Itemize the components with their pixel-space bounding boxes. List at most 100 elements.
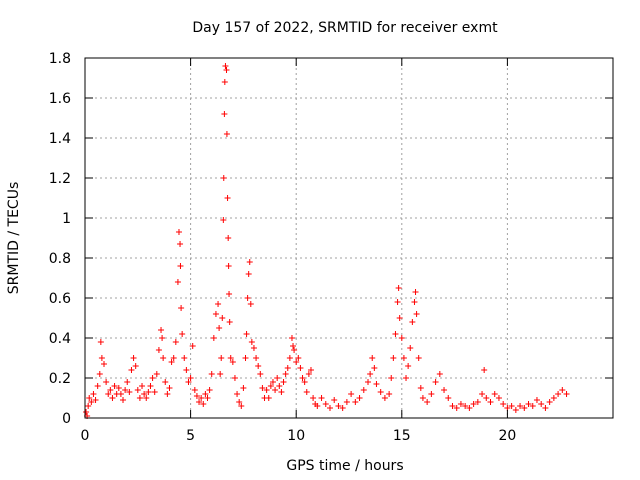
data-point — [413, 311, 420, 317]
data-point — [236, 399, 243, 405]
data-point — [225, 235, 232, 241]
data-point — [297, 365, 304, 371]
data-point — [462, 403, 469, 409]
data-point — [299, 375, 306, 381]
data-point — [193, 393, 200, 399]
data-point — [224, 195, 231, 201]
data-point — [174, 279, 181, 285]
data-point — [388, 375, 395, 381]
data-point — [436, 371, 443, 377]
data-point — [396, 315, 403, 321]
data-point — [242, 355, 249, 361]
data-point — [479, 391, 486, 397]
data-point — [407, 345, 414, 351]
data-point — [280, 379, 287, 385]
data-point — [105, 391, 112, 397]
x-tick-label: 0 — [81, 428, 90, 444]
data-point — [500, 401, 507, 407]
data-point — [120, 397, 127, 403]
data-point — [101, 361, 108, 367]
plot-frame — [84, 57, 614, 419]
data-point — [170, 355, 177, 361]
data-point — [126, 389, 133, 395]
data-point — [245, 271, 252, 277]
data-point — [542, 405, 549, 411]
data-point — [259, 385, 266, 391]
data-point — [162, 379, 169, 385]
data-point — [103, 379, 110, 385]
data-point — [555, 391, 562, 397]
data-point — [248, 339, 255, 345]
data-point — [206, 387, 213, 393]
data-point — [276, 383, 283, 389]
data-point — [415, 355, 422, 361]
data-point — [179, 331, 186, 337]
data-point — [96, 371, 103, 377]
data-point — [314, 403, 321, 409]
data-point — [367, 371, 374, 377]
data-point — [356, 395, 363, 401]
data-point — [419, 395, 426, 401]
y-tick-label: 0 — [62, 411, 71, 427]
data-point — [371, 365, 378, 371]
data-point — [94, 383, 101, 389]
data-point — [172, 339, 179, 345]
data-point — [247, 301, 254, 307]
data-point — [470, 401, 477, 407]
data-point — [466, 405, 473, 411]
data-point — [168, 359, 175, 365]
data-point — [220, 175, 227, 181]
y-tick-label: 1.4 — [49, 131, 71, 147]
data-point — [226, 319, 233, 325]
data-point — [128, 367, 135, 373]
data-point — [360, 387, 367, 393]
data-point — [97, 339, 104, 345]
data-point — [86, 395, 93, 401]
data-point — [92, 397, 99, 403]
data-point — [158, 327, 165, 333]
data-point — [147, 383, 154, 389]
data-point — [365, 379, 372, 385]
x-tick-label: 10 — [287, 428, 305, 444]
data-point — [223, 131, 230, 137]
data-point — [265, 395, 272, 401]
data-point — [441, 387, 448, 393]
data-point — [88, 399, 95, 405]
data-point — [164, 391, 171, 397]
data-point — [303, 389, 310, 395]
data-point — [132, 363, 139, 369]
data-point — [257, 371, 264, 377]
data-point — [445, 395, 452, 401]
data-point — [90, 391, 97, 397]
data-point — [282, 371, 289, 377]
data-point — [417, 385, 424, 391]
data-point — [474, 399, 481, 405]
data-point — [563, 391, 570, 397]
data-point — [546, 399, 553, 405]
data-point — [208, 371, 215, 377]
data-point — [166, 385, 173, 391]
data-point — [210, 335, 217, 341]
data-point — [250, 345, 257, 351]
data-point — [177, 263, 184, 269]
data-point — [153, 371, 160, 377]
y-tick-label: 1 — [62, 211, 71, 227]
data-point — [267, 383, 274, 389]
data-point — [335, 403, 342, 409]
data-point — [243, 331, 250, 337]
data-point — [221, 79, 228, 85]
data-point — [278, 389, 285, 395]
data-point — [432, 379, 439, 385]
data-point — [202, 391, 209, 397]
data-point — [453, 405, 460, 411]
data-point — [457, 401, 464, 407]
data-point — [318, 395, 325, 401]
data-point — [269, 379, 276, 385]
data-point — [227, 355, 234, 361]
data-point — [559, 387, 566, 393]
data-point — [405, 363, 412, 369]
data-point — [217, 371, 224, 377]
data-point — [226, 291, 233, 297]
data-point — [136, 395, 143, 401]
